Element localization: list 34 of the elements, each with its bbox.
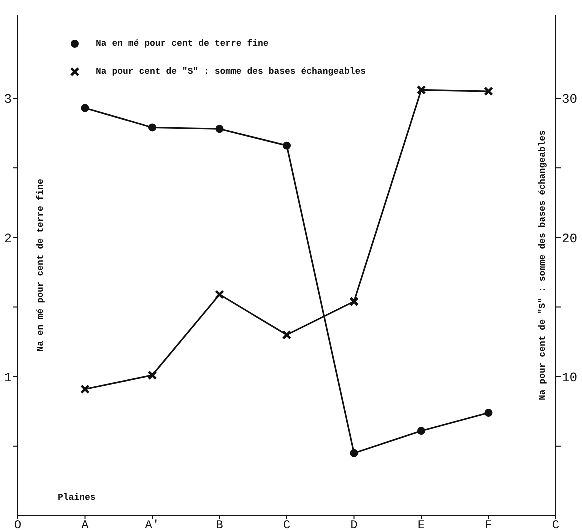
x-tick-label: E <box>418 518 426 530</box>
x-tick-label: B <box>216 518 224 530</box>
y2-tick-label: 10 <box>562 370 578 386</box>
point <box>283 142 291 150</box>
x-tick-label: D <box>350 518 358 530</box>
point <box>350 296 359 306</box>
point <box>282 330 292 340</box>
x-tick-label: A <box>82 518 90 530</box>
point <box>81 104 90 112</box>
point <box>350 449 358 458</box>
point <box>418 427 426 436</box>
y-tick-label: 3 <box>4 92 12 108</box>
y-axis-title: Na en mé pour cent de terre fine <box>36 179 46 352</box>
point <box>216 125 224 134</box>
legend-label: Na en mé pour cent de terre fine <box>96 39 269 49</box>
x-tick-label: F <box>485 518 492 530</box>
point <box>80 384 90 394</box>
y2-tick-label: 30 <box>562 92 578 108</box>
x-tick-label: C <box>283 518 291 530</box>
annotation: Plaines <box>58 493 96 503</box>
x-tick-label: O <box>14 518 22 530</box>
x-tick-label: A' <box>145 518 160 530</box>
point <box>148 370 158 380</box>
point <box>416 85 426 95</box>
y2-tick-label: 20 <box>562 231 578 246</box>
y-tick-label: 2 <box>4 231 12 246</box>
x-tick-label: C <box>552 518 560 530</box>
point <box>484 86 494 96</box>
point <box>148 124 156 132</box>
y-tick-label: 1 <box>4 370 12 386</box>
point <box>215 290 224 300</box>
point <box>484 409 493 418</box>
legend-label: Na pour cent de "S" : somme des bases échangeables <box>96 67 366 77</box>
y2-axis-title: Na pour cent de "S" : somme des bases échangeables <box>538 130 548 401</box>
